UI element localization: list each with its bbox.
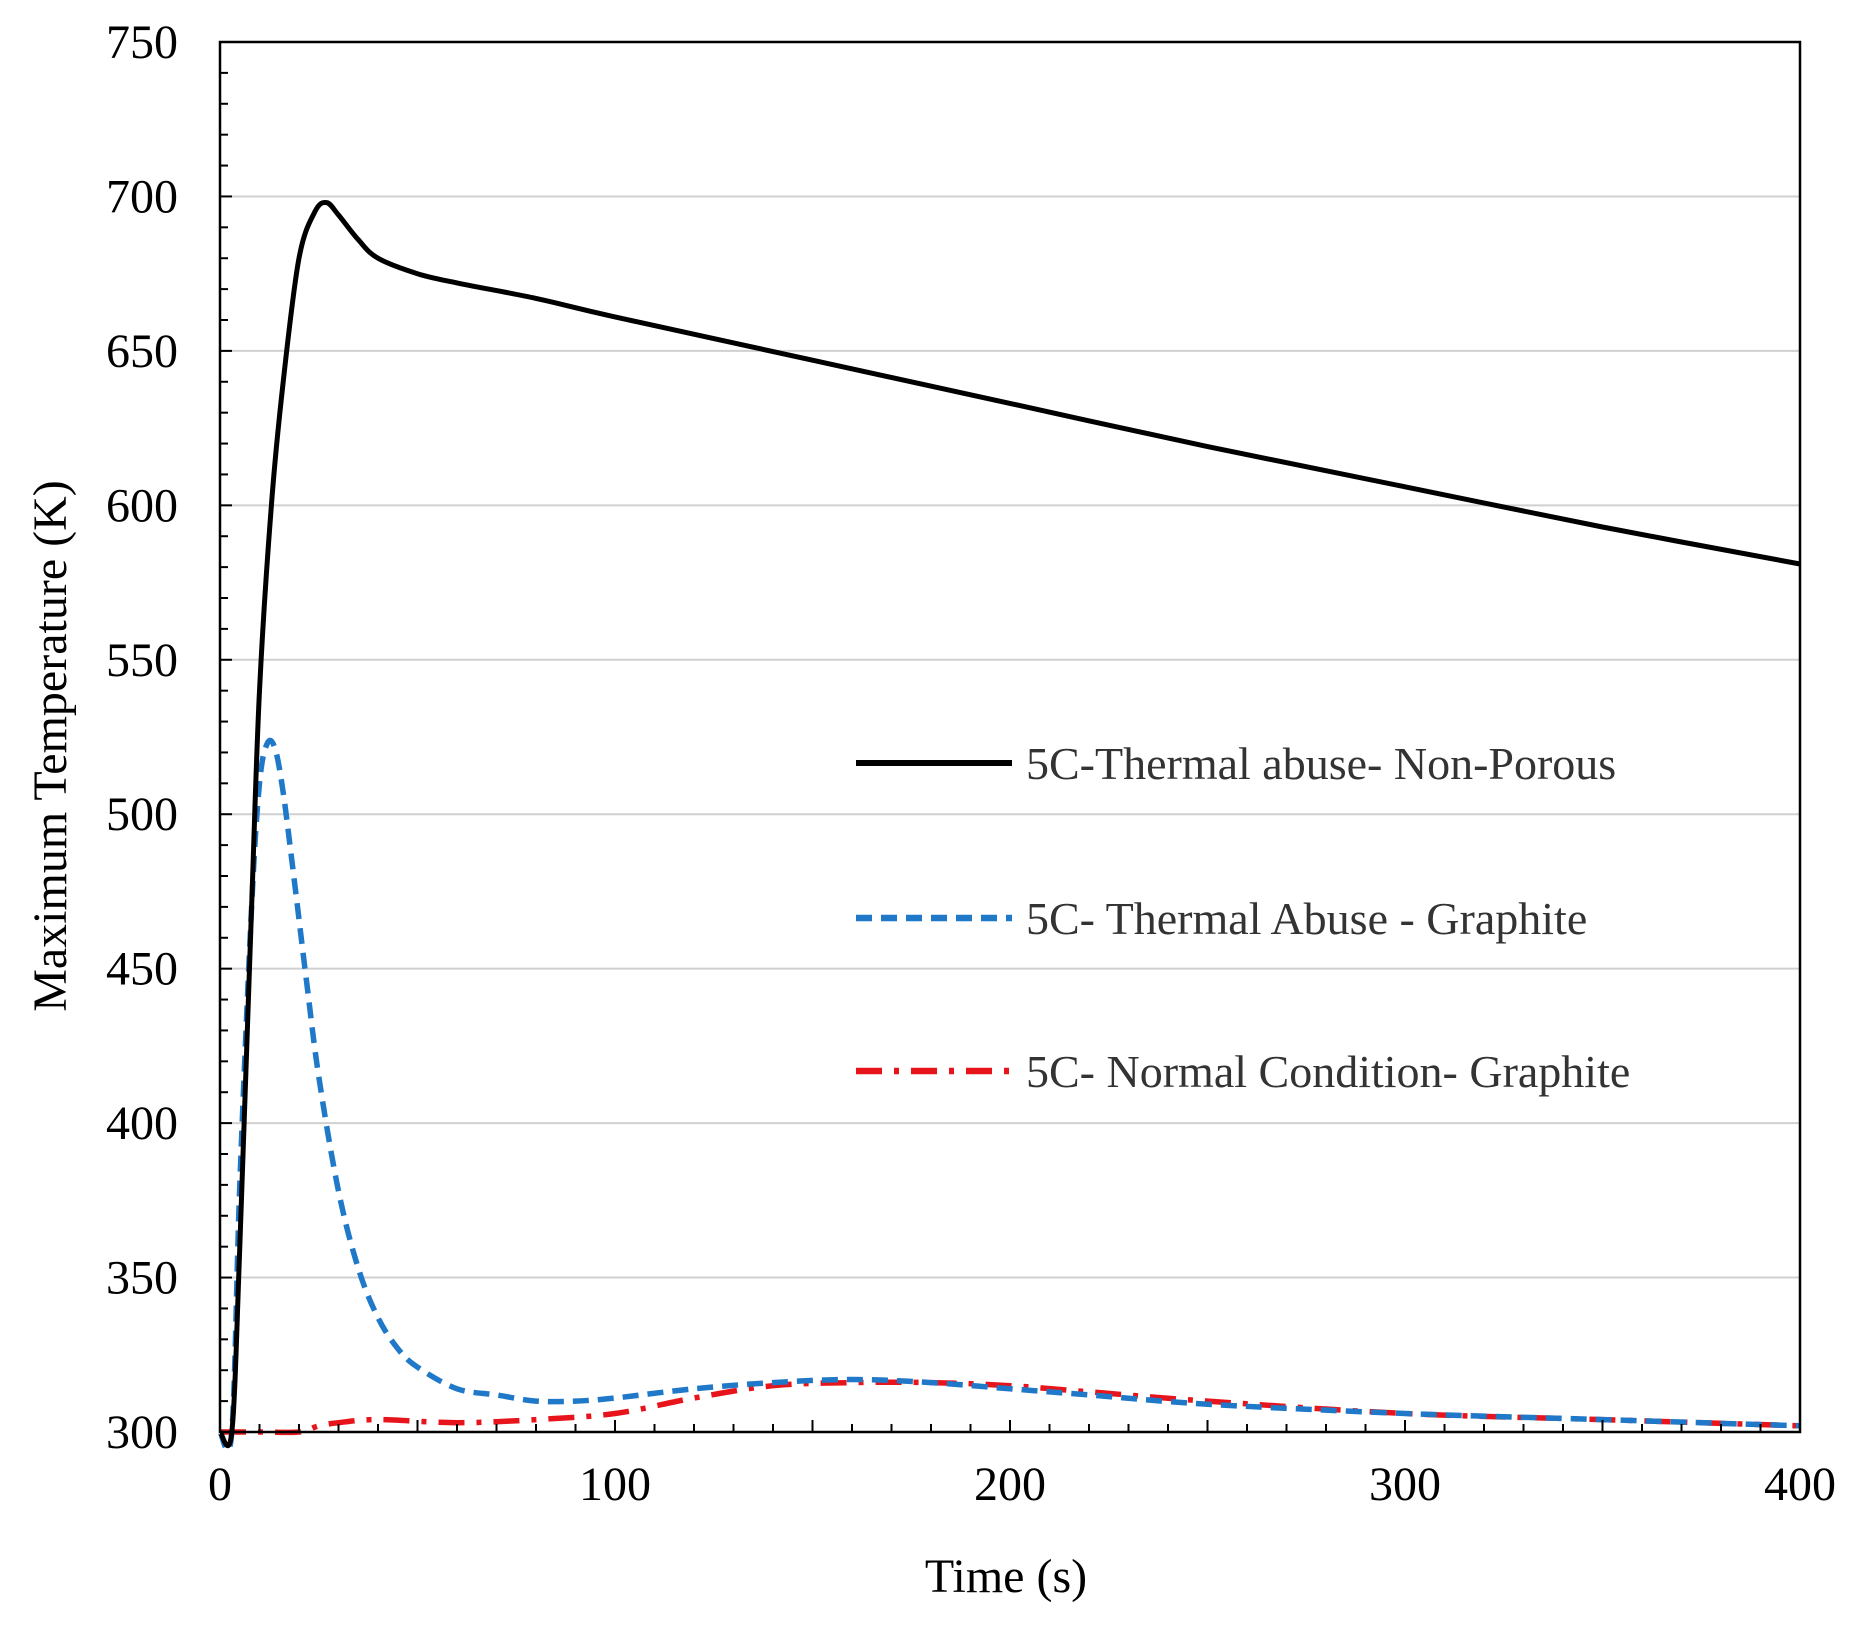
x-tick-label-400: 400 xyxy=(1764,1458,1836,1511)
series-line-5c-thermal-abuse-non-porous xyxy=(217,199,1801,1449)
series-line-5c-normal-condition-graphite xyxy=(220,1379,1801,1436)
legend-label-non-porous: 5C-Thermal abuse- Non-Porous xyxy=(1026,738,1616,789)
y-tick-label-300: 300 xyxy=(106,1406,178,1459)
axis-ticks xyxy=(219,41,1801,1433)
y-tick-label-500: 500 xyxy=(106,788,178,841)
tick-labels: 300 350 400 450 500 550 600 650 700 750 0 100 200 300… xyxy=(106,16,1836,1511)
y-tick-label-350: 350 xyxy=(106,1252,178,1305)
x-tick-label-200: 200 xyxy=(974,1458,1046,1511)
legend-label-thermal-abuse-graphite: 5C- Thermal Abuse - Graphite xyxy=(1026,893,1587,944)
y-tick-label-650: 650 xyxy=(106,325,178,378)
y-tick-label-750: 750 xyxy=(106,16,178,69)
y-axis-title: Maximum Temperature (K) xyxy=(24,480,77,1012)
y-tick-label-600: 600 xyxy=(106,479,178,532)
y-tick-label-450: 450 xyxy=(106,943,178,996)
series-layer xyxy=(217,199,1801,1453)
x-axis-title: Time (s) xyxy=(925,1550,1087,1603)
gridlines xyxy=(220,195,1800,1279)
legend: 5C-Thermal abuse- Non-Porous 5C- Thermal… xyxy=(856,738,1630,1097)
x-tick-label-100: 100 xyxy=(579,1458,651,1511)
y-tick-label-550: 550 xyxy=(106,634,178,687)
legend-label-normal-condition-graphite: 5C- Normal Condition- Graphite xyxy=(1026,1046,1630,1097)
x-tick-label-300: 300 xyxy=(1369,1458,1441,1511)
y-tick-label-400: 400 xyxy=(106,1097,178,1150)
y-tick-label-700: 700 xyxy=(106,170,178,223)
series-line-5c-thermal-abuse-graphite xyxy=(217,737,1801,1453)
x-tick-label-0: 0 xyxy=(208,1458,232,1511)
